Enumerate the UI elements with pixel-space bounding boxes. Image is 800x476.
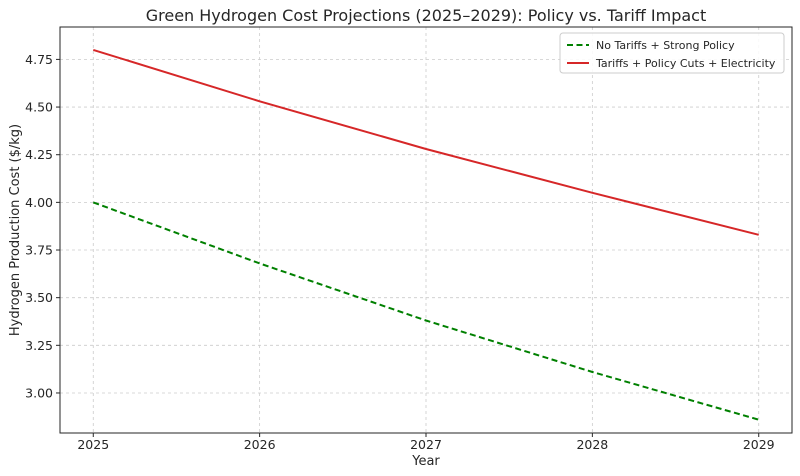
x-tick-label: 2029	[743, 437, 775, 452]
legend-label-2: Tariffs + Policy Cuts + Electricity	[595, 57, 776, 70]
x-tick-label: 2026	[244, 437, 276, 452]
series-lines	[92, 48, 759, 421]
y-tick-label: 4.50	[25, 100, 53, 115]
y-tick-label: 3.25	[25, 338, 53, 353]
grid	[60, 27, 792, 433]
chart-title: Green Hydrogen Cost Projections (2025–20…	[146, 6, 707, 25]
y-tick-label: 4.00	[25, 195, 53, 210]
x-tick-label: 2027	[410, 437, 442, 452]
series-line-2	[93, 48, 759, 236]
x-axis-label: Year	[411, 454, 440, 469]
y-tick-label: 3.00	[25, 385, 53, 400]
plot-frame	[59, 26, 793, 434]
legend-label-1: No Tariffs + Strong Policy	[596, 39, 735, 52]
legend-box	[559, 32, 785, 74]
y-tick-label: 4.25	[25, 147, 53, 162]
y-axis-label: Hydrogen Production Cost ($/kg)	[8, 124, 23, 336]
x-tick-label: 2025	[77, 437, 109, 452]
y-tick-label: 3.50	[25, 290, 53, 305]
axis-ticks: 2025 2026 2027 2028 2029 3.00 3.25 3.50 3.75 4.00…	[25, 52, 775, 452]
y-tick-label: 3.75	[25, 243, 53, 258]
x-tick-label: 2028	[576, 437, 608, 452]
y-tick-label: 4.75	[25, 52, 53, 67]
legend: No Tariffs + Strong Policy Tariffs + Poli…	[559, 32, 785, 74]
series-line-1	[92, 201, 759, 421]
